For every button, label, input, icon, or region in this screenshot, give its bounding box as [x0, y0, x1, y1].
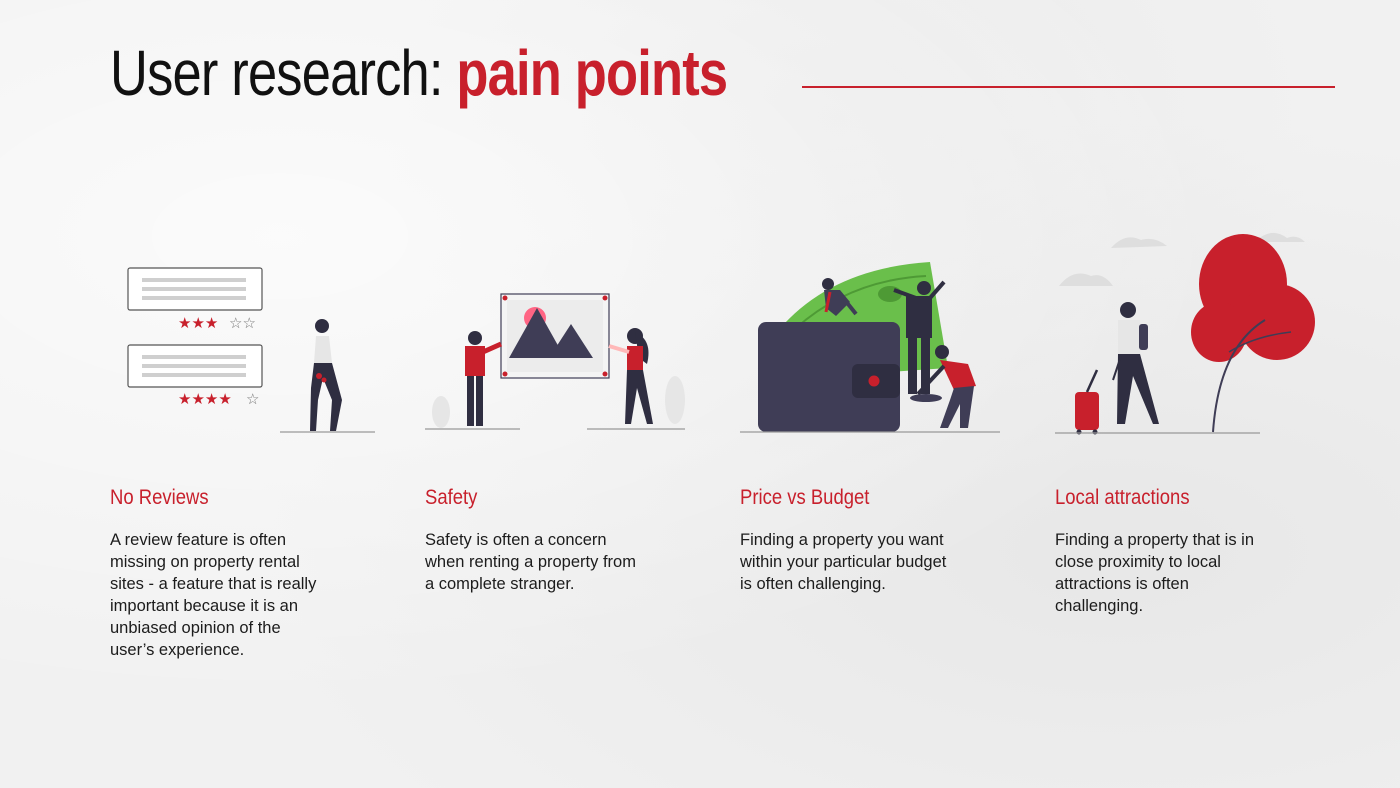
review-card-top	[127, 267, 263, 311]
review-card-bottom	[127, 344, 263, 388]
pain-point-body: Safety is often a concern when renting a…	[425, 531, 636, 593]
slide-title: User research: pain points	[110, 37, 728, 109]
rating-stars-top: ★★★ ☆☆	[178, 314, 256, 332]
pain-point-heading: Price vs Budget	[740, 486, 870, 509]
title-accent: pain points	[456, 37, 728, 109]
person-lifting-icon	[910, 345, 976, 428]
review-cards-illustration: ★★★ ☆☆ ★★★★ ☆	[127, 267, 375, 433]
wallet-money-illustration	[740, 262, 1000, 433]
suitcase-icon	[1075, 369, 1099, 435]
traveler-icon	[1112, 302, 1159, 424]
pain-point-local-attractions: Local attractions Finding a property tha…	[1055, 228, 1335, 615]
svg-text:★★★★: ★★★★	[178, 390, 232, 408]
woman-pointing-icon	[608, 328, 653, 424]
pain-point-body: Finding a property that is in close prox…	[1055, 531, 1255, 615]
person-pulling-money-icon	[893, 280, 946, 394]
man-pointing-icon	[465, 331, 503, 426]
svg-text:★★★: ★★★	[178, 314, 218, 332]
cloud-icon	[1059, 232, 1305, 286]
pain-point-safety: Safety Safety is often a concern when re…	[425, 228, 705, 593]
pain-point-heading: No Reviews	[110, 486, 209, 509]
traveler-tree-illustration	[1055, 232, 1315, 435]
title-plain: User research:	[110, 37, 443, 109]
svg-text:☆: ☆	[246, 390, 259, 408]
pain-point-price-vs-budget: Price vs Budget Finding a property you w…	[740, 228, 1020, 593]
wallet-icon	[758, 322, 900, 432]
tree-icon	[1191, 234, 1315, 433]
pain-point-heading: Local attractions	[1055, 486, 1190, 509]
rating-stars-bottom: ★★★★ ☆	[178, 390, 259, 408]
person-on-wallet-icon	[822, 278, 858, 316]
title-divider	[802, 86, 1335, 88]
pain-point-no-reviews: ★★★ ☆☆ ★★★★ ☆ No Reviews A review featur…	[110, 228, 390, 659]
picture-frame-illustration	[425, 293, 685, 430]
picture-frame	[500, 293, 610, 379]
person-icon	[310, 319, 342, 431]
pain-point-body: A review feature is often missing on pro…	[110, 531, 317, 659]
pain-point-heading: Safety	[425, 486, 478, 509]
svg-text:☆☆: ☆☆	[229, 314, 256, 332]
pain-point-body: Finding a property you want within your …	[740, 531, 947, 593]
